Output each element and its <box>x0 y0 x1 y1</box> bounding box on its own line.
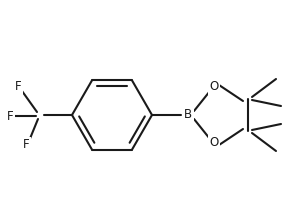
Text: F: F <box>7 110 13 123</box>
Text: F: F <box>15 81 21 94</box>
Text: O: O <box>209 81 219 94</box>
Text: B: B <box>184 108 192 121</box>
Text: O: O <box>209 136 219 150</box>
Text: F: F <box>23 139 29 152</box>
